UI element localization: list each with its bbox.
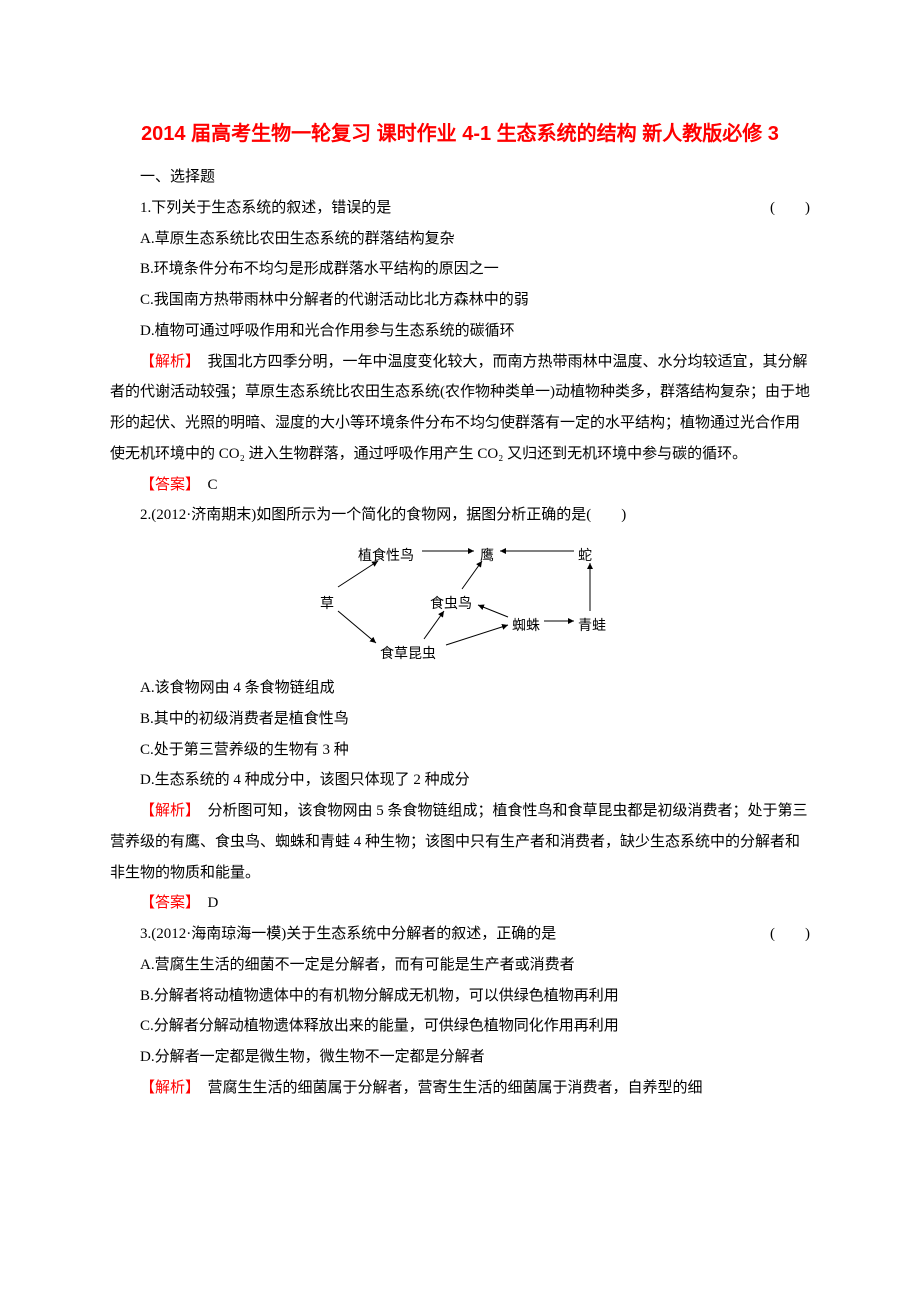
q1-paren: ( ) [740, 193, 810, 224]
answer-label: 【答案】 [140, 477, 193, 493]
q2-option-c: C.处于第三营养级的生物有 3 种 [110, 735, 810, 766]
q1-stem-text: 1.下列关于生态系统的叙述，错误的是 [140, 200, 391, 216]
node-eagle: 鹰 [480, 543, 494, 572]
node-herb-insect: 食草昆虫 [380, 641, 436, 670]
analysis-label: 【解析】 [140, 803, 193, 819]
q3-paren: ( ) [740, 919, 810, 950]
node-insect-bird: 食虫鸟 [430, 591, 472, 620]
section-heading: 一、选择题 [110, 162, 810, 193]
q2-option-a: A.该食物网由 4 条食物链组成 [110, 673, 810, 704]
q2-analysis: 【解析】 分析图可知，该食物网由 5 条食物链组成；植食性鸟和食草昆虫都是初级消… [110, 796, 810, 888]
q3-option-c: C.分解者分解动植物遗体释放出来的能量，可供绿色植物同化作用再利用 [110, 1011, 810, 1042]
q1-option-a: A.草原生态系统比农田生态系统的群落结构复杂 [110, 224, 810, 255]
document-title: 2014 届高考生物一轮复习 课时作业 4-1 生态系统的结构 新人教版必修 3 [110, 110, 810, 158]
q3-stem-text: 3.(2012·海南琼海一模)关于生态系统中分解者的叙述，正确的是 [140, 926, 556, 942]
analysis-label: 【解析】 [140, 1080, 193, 1096]
q1-answer-text: C [193, 477, 218, 493]
food-web-diagram: 植食性鸟 鹰 蛇 草 食虫鸟 蜘蛛 青蛙 食草昆虫 [290, 539, 630, 665]
node-herb-bird: 植食性鸟 [358, 543, 414, 572]
node-spider: 蜘蛛 [512, 613, 540, 642]
q1-option-b: B.环境条件分布不均匀是形成群落水平结构的原因之一 [110, 254, 810, 285]
q2-stem: 2.(2012·济南期末)如图所示为一个简化的食物网，据图分析正确的是( ) [110, 500, 810, 531]
answer-label: 【答案】 [140, 895, 193, 911]
q3-stem: 3.(2012·海南琼海一模)关于生态系统中分解者的叙述，正确的是 ( ) [110, 919, 810, 950]
q3-option-a: A.营腐生生活的细菌不一定是分解者，而有可能是生产者或消费者 [110, 950, 810, 981]
q3-analysis-text: 营腐生生活的细菌属于分解者，营寄生生活的细菌属于消费者，自养型的细 [193, 1080, 703, 1096]
q2-answer: 【答案】 D [110, 888, 810, 919]
q1-option-c: C.我国南方热带雨林中分解者的代谢活动比北方森林中的弱 [110, 285, 810, 316]
analysis-label: 【解析】 [140, 354, 193, 370]
q1-option-d: D.植物可通过呼吸作用和光合作用参与生态系统的碳循环 [110, 316, 810, 347]
q2-analysis-text: 分析图可知，该食物网由 5 条食物链组成；植食性鸟和食草昆虫都是初级消费者；处于… [110, 803, 808, 881]
q2-option-d: D.生态系统的 4 种成分中，该图只体现了 2 种成分 [110, 765, 810, 796]
q3-option-d: D.分解者一定都是微生物，微生物不一定都是分解者 [110, 1042, 810, 1073]
q1-analysis-text: 我国北方四季分明，一年中温度变化较大，而南方热带雨林中温度、水分均较适宜，其分解… [110, 354, 810, 462]
node-frog: 青蛙 [578, 613, 606, 642]
node-snake: 蛇 [578, 543, 592, 572]
node-grass: 草 [320, 591, 334, 620]
q1-stem: 1.下列关于生态系统的叙述，错误的是 ( ) [110, 193, 810, 224]
q1-answer: 【答案】 C [110, 470, 810, 501]
q2-option-b: B.其中的初级消费者是植食性鸟 [110, 704, 810, 735]
q3-option-b: B.分解者将动植物遗体中的有机物分解成无机物，可以供绿色植物再利用 [110, 981, 810, 1012]
q3-analysis: 【解析】 营腐生生活的细菌属于分解者，营寄生生活的细菌属于消费者，自养型的细 [110, 1073, 810, 1104]
document-page: 2014 届高考生物一轮复习 课时作业 4-1 生态系统的结构 新人教版必修 3… [0, 0, 920, 1184]
q1-analysis: 【解析】 我国北方四季分明，一年中温度变化较大，而南方热带雨林中温度、水分均较适… [110, 347, 810, 470]
q2-answer-text: D [193, 895, 219, 911]
